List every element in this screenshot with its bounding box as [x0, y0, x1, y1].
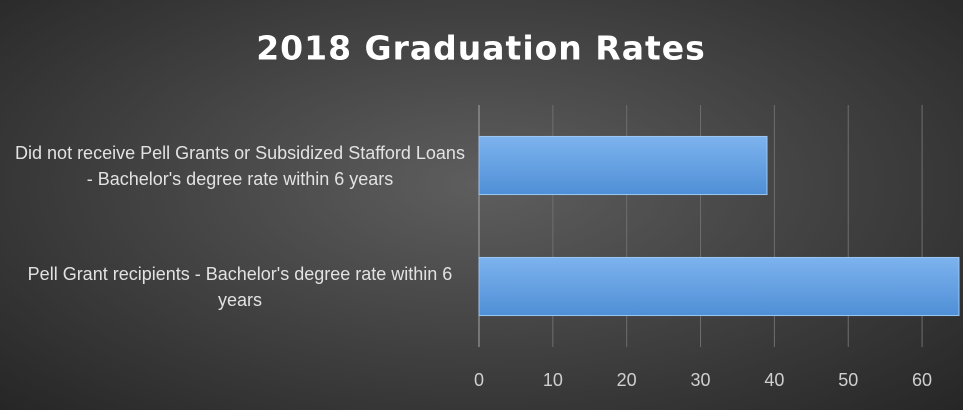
chart-title: 2018 Graduation Rates	[256, 29, 706, 68]
x-tick-label: 60	[912, 370, 932, 390]
y-tick-label: Pell Grant recipients - Bachelor's degre…	[27, 263, 453, 310]
x-tick-label: 10	[543, 370, 563, 390]
x-tick-label: 50	[838, 370, 858, 390]
bar	[478, 135, 768, 196]
x-tick-label: 30	[691, 370, 711, 390]
x-tick-label: 40	[764, 370, 784, 390]
bar	[478, 256, 960, 317]
x-tick-label: 20	[617, 370, 637, 390]
x-tick-label: 0	[474, 370, 484, 390]
y-tick-label: Did not receive Pell Grants or Subsidize…	[15, 142, 465, 189]
